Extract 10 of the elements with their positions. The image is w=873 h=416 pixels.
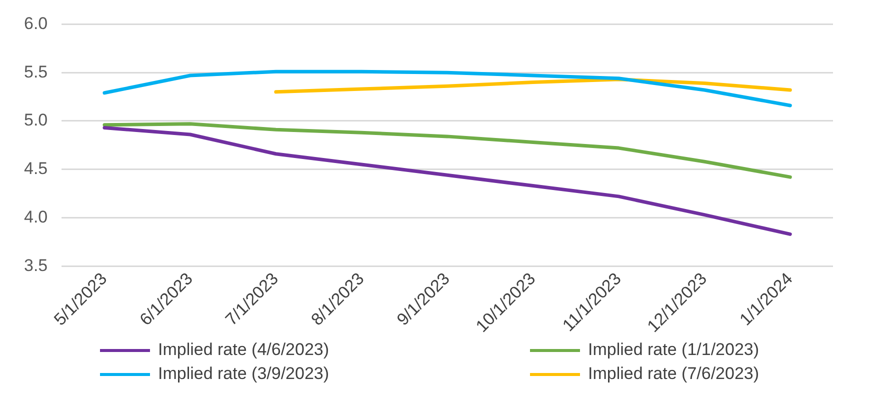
legend-label: Implied rate (4/6/2023) [158, 340, 330, 360]
y-tick-label: 5.5 [24, 62, 48, 82]
legend-label: Implied rate (7/6/2023) [588, 364, 760, 384]
y-tick-label: 6.0 [24, 14, 48, 33]
y-tick-label: 5.0 [24, 110, 48, 130]
y-tick-label: 3.5 [24, 256, 48, 275]
y-tick-label: 4.5 [24, 159, 48, 178]
legend-label: Implied rate (3/9/2023) [158, 364, 330, 384]
y-tick-label: 4.0 [24, 207, 48, 226]
legend-label: Implied rate (1/1/2023) [588, 340, 760, 360]
